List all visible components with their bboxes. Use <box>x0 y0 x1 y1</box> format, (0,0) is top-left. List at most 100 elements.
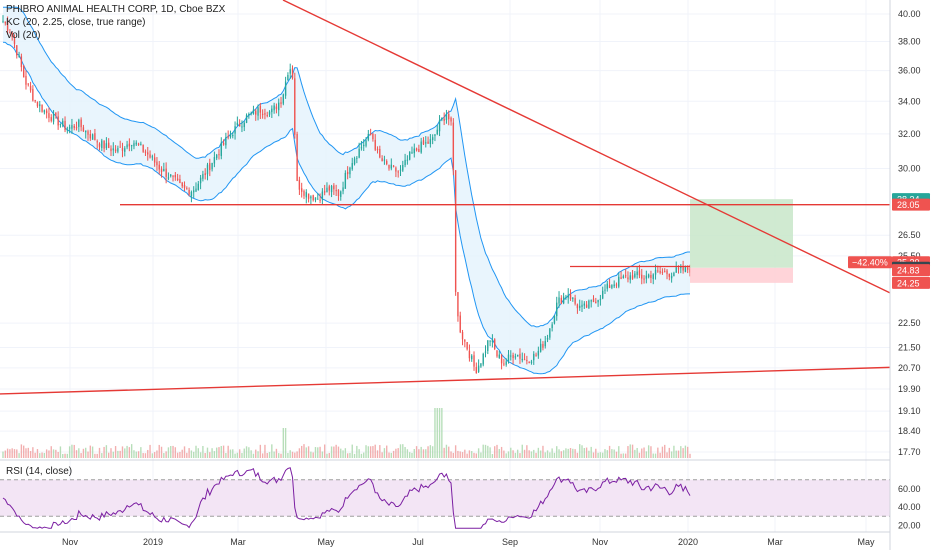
candle-body <box>512 354 514 359</box>
volume-bar <box>323 444 326 458</box>
volume-bar <box>367 446 370 458</box>
volume-bar <box>588 450 590 458</box>
volume-bar <box>592 452 595 458</box>
stop-zone[interactable] <box>690 267 793 283</box>
volume-bar <box>151 453 154 458</box>
candle-body <box>411 152 413 154</box>
candle-body <box>599 298 602 300</box>
candle-body <box>255 110 257 115</box>
volume-bar <box>618 446 620 458</box>
candle-body <box>55 112 57 116</box>
kc-indicator-label[interactable]: KC (20, 2.25, close, true range) <box>6 17 146 28</box>
candlesticks <box>2 15 691 374</box>
candle-body <box>310 196 312 199</box>
volume-bar <box>114 446 117 458</box>
candle-body <box>420 141 422 153</box>
volume-bar <box>43 452 46 458</box>
candle-body <box>147 152 149 155</box>
candle-body <box>418 149 420 153</box>
candle-body <box>305 192 307 198</box>
volume-bar <box>597 452 599 458</box>
candle-body <box>294 78 296 135</box>
candle-body <box>549 328 551 338</box>
badge-level-a-bg <box>892 198 930 211</box>
candle-body <box>664 271 666 273</box>
candle-body <box>643 278 645 280</box>
candle-body <box>66 129 69 131</box>
volume-bar <box>273 451 275 458</box>
volume-bar <box>657 447 659 458</box>
volume-bar <box>342 450 344 458</box>
candle-body <box>597 300 599 303</box>
candle-body <box>408 151 411 160</box>
candle-body <box>303 190 305 196</box>
candle-body <box>321 191 324 200</box>
candle-body <box>133 143 135 147</box>
volume-bar <box>544 452 546 458</box>
volume-bar <box>167 447 170 458</box>
candle-body <box>264 113 266 115</box>
price-tick-label: 22.50 <box>898 318 921 328</box>
price-tick-label: 19.90 <box>898 384 921 394</box>
volume-bar <box>420 446 422 458</box>
candle-body <box>353 158 356 165</box>
volume-bar <box>581 445 583 458</box>
candle-body <box>117 148 119 152</box>
candle-body <box>652 274 654 280</box>
candle-body <box>556 302 558 317</box>
volume-indicator-label[interactable]: Vol (20) <box>6 30 41 41</box>
volume-bar <box>78 448 80 458</box>
candle-body <box>248 113 250 116</box>
volume-bar <box>360 453 363 458</box>
candle-body <box>349 167 351 175</box>
volume-bar <box>213 451 216 458</box>
candle-body <box>395 167 397 172</box>
candle-body <box>489 340 491 342</box>
candle-body <box>156 161 158 166</box>
volume-bar <box>631 444 634 458</box>
time-axis-bg[interactable] <box>0 532 890 550</box>
candle-body <box>386 161 388 165</box>
candle-body <box>245 115 248 123</box>
volume-bar <box>601 452 604 458</box>
volume-bar <box>615 451 618 458</box>
volume-bar <box>560 451 563 458</box>
volume-bar <box>358 449 360 458</box>
time-tick-label: Nov <box>592 537 609 547</box>
candle-body <box>590 300 592 302</box>
volume-bar <box>71 444 73 458</box>
badge-stop-bg <box>892 276 930 289</box>
rsi-indicator-label[interactable]: RSI (14, close) <box>6 466 73 477</box>
badge-pct-bg <box>848 256 892 269</box>
volume-bar <box>305 447 307 458</box>
candle-body <box>620 277 622 279</box>
volume-bar <box>475 453 478 458</box>
volume-bar <box>170 446 172 458</box>
volume-bar <box>119 450 121 458</box>
candle-body <box>170 174 172 177</box>
volume-bar <box>39 453 41 458</box>
candle-body <box>606 283 608 289</box>
volume-bar <box>388 452 390 458</box>
candle-body <box>507 354 510 361</box>
candle-body <box>390 164 392 169</box>
candle-body <box>91 134 94 140</box>
badge-stop-text: 24.25 <box>897 278 920 288</box>
candle-body <box>356 157 358 159</box>
price-tick-label: 30.00 <box>898 164 921 174</box>
candle-body <box>454 170 457 292</box>
candle-body <box>29 85 32 91</box>
volume-bar <box>94 453 96 458</box>
candle-body <box>296 133 298 181</box>
trendlines[interactable] <box>0 0 891 395</box>
candle-body <box>6 21 9 31</box>
volume-bar <box>675 450 677 458</box>
candle-body <box>301 188 303 192</box>
price-tick-label: 26.50 <box>898 230 921 240</box>
volume-bar <box>261 453 264 458</box>
target-zone[interactable] <box>690 199 793 268</box>
volume-bar <box>55 449 57 458</box>
chart-title[interactable]: PHIBRO ANIMAL HEALTH CORP, 1D, Cboe BZX <box>6 4 226 15</box>
volume-bar <box>445 444 448 458</box>
